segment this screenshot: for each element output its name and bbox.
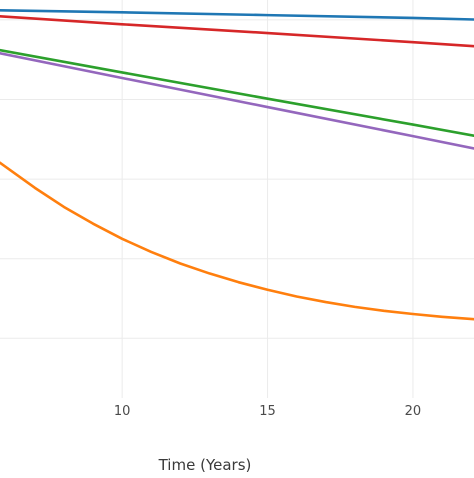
series-line-3 <box>0 48 474 138</box>
x-tick-label: 15 <box>259 404 276 419</box>
x-tick-label: 10 <box>114 404 131 419</box>
series-line-2 <box>0 15 474 48</box>
series-line-5 <box>0 161 474 321</box>
x-tick-labels: 10 15 20 <box>114 404 421 419</box>
series-line-4 <box>0 52 474 150</box>
series-line-1 <box>0 9 474 21</box>
series-lines <box>0 9 474 321</box>
grid-lines <box>0 0 474 398</box>
x-axis-title: Time (Years) <box>158 456 252 474</box>
x-tick-label: 20 <box>405 404 422 419</box>
